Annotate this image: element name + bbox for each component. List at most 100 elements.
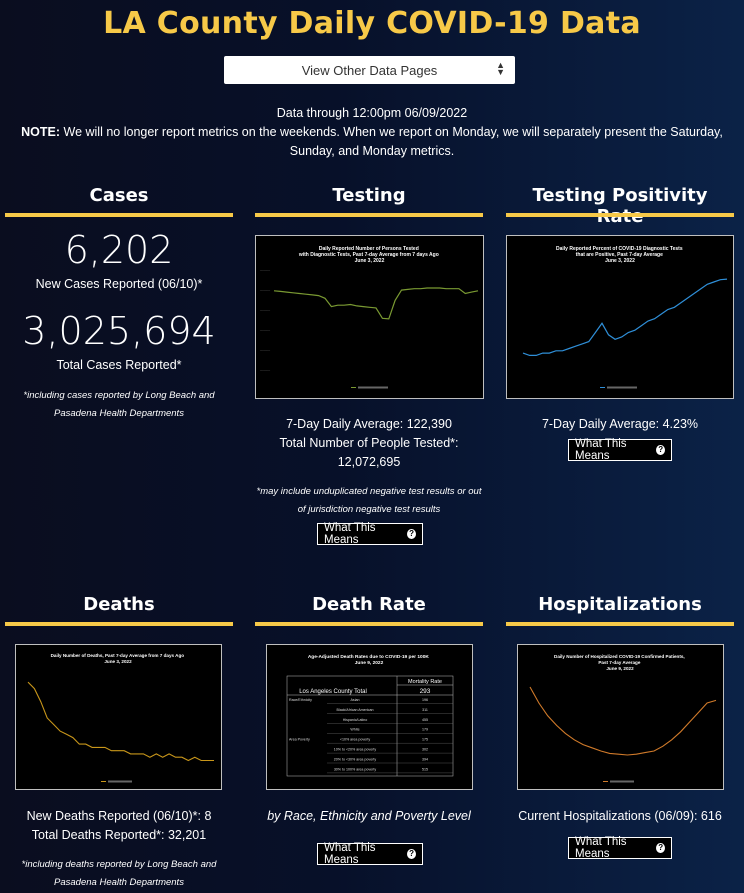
table-row-value: 455 [422,718,428,722]
testing-heading: Testing [332,185,406,206]
question-icon: ? [407,849,416,859]
total-cases-label: Total Cases Reported* [56,358,182,372]
current-hospitalizations: Current Hospitalizations (06/09): 616 [518,809,722,823]
positivity-heading: Testing Positivity Rate [532,185,708,227]
positivity-title-line1: Daily Reported Percent of COVID-19 Diagn… [556,246,683,252]
testing-average: 7-Day Daily Average: 122,390 [286,417,452,431]
table-row-group: Area Poverty [289,738,310,742]
positivity-series-line [522,278,728,357]
table-row-group: Race/Ethnicity [289,698,312,702]
cases-rule [5,213,233,217]
testing-chart-title: Daily Reported Number of Persons Tested … [298,246,440,264]
total-cases-value: 3,025,694 [22,309,216,353]
deaths-legend-text [108,780,132,783]
death-rate-title-line2: June 9, 2022 [355,660,384,666]
positivity-title-line2: that are Positive, Past 7-day Average [576,252,663,258]
hosp-legend-swatch [603,781,608,782]
cases-footnote: *including cases reported by Long Beach … [23,390,215,419]
testing-title-line1: Daily Reported Number of Persons Tested [319,246,419,252]
table-row-label: 10% to <20% area poverty [334,748,377,752]
positivity-title-line3: June 3, 2022 [605,258,635,264]
testing-legend-text [358,386,388,389]
question-icon: ? [407,529,416,539]
hosp-title-line3: June 9, 2022 [606,666,634,671]
death-rate-rule [255,622,483,626]
svg-text:______: ______ [259,367,270,371]
table-header: Mortality Rate [408,679,442,685]
table-row-label: Asian [351,698,360,702]
testing-rule [255,213,483,217]
positivity-what-this-means-button[interactable]: What This Means? [568,438,672,462]
note-text: We will no longer report metrics on the … [60,125,723,158]
svg-text:______: ______ [259,307,270,311]
hospitalizations-chart[interactable]: Daily Number of Hospitalized COVID-19 Co… [517,644,724,790]
death-rate-button-label: What This Means [324,842,376,866]
testing-series-line [273,287,479,320]
table-row-value: 179 [422,728,428,732]
positivity-chart[interactable]: Daily Reported Percent of COVID-19 Diagn… [506,235,734,399]
table-row-label: <10% area poverty [340,738,370,742]
page-title: LA County Daily COVID-19 Data [103,6,641,41]
table-row-label: 20% to <30% area poverty [334,757,377,761]
weekend-note: NOTE: We will no longer report metrics o… [6,123,738,161]
death-rate-chart-title: Age-Adjusted Death Rates due to COVID-19… [308,654,430,666]
testing-y-ticks: ______ ______ ______ ______ ______ ______ [259,267,270,371]
table-row-label: 30% to 100% area poverty [334,767,377,771]
hosp-series-line [529,686,717,756]
cases-heading: Cases [89,185,149,206]
deaths-title-line2: June 3, 2022 [104,659,132,664]
deaths-chart[interactable]: Daily Number of Deaths, Past 7-day Avera… [15,644,222,790]
testing-what-this-means-button[interactable]: What This Means? [317,522,423,546]
deaths-rule [5,622,233,626]
hospitalizations-what-this-means-button[interactable]: What This Means? [568,836,672,860]
deaths-chart-title: Daily Number of Deaths, Past 7-day Avera… [51,653,186,664]
testing-legend-swatch [351,387,356,388]
death-rate-chart[interactable]: Age-Adjusted Death Rates due to COVID-19… [266,644,473,790]
death-rate-what-this-means-button[interactable]: What This Means? [317,842,423,866]
testing-chart[interactable]: Daily Reported Number of Persons Tested … [255,235,484,399]
svg-text:______: ______ [259,327,270,331]
table-row-label: White [350,728,359,732]
death-rate-title-line1: Age-Adjusted Death Rates due to COVID-19… [308,654,430,660]
death-rate-heading: Death Rate [312,594,426,615]
table-row-label: Hispanic/Latino [343,718,368,722]
deaths-footnote: *including deaths reported by Long Beach… [21,859,217,888]
question-icon: ? [656,445,665,455]
death-rate-table: Mortality Rate Los Angeles County Total … [286,675,454,777]
table-row-value: 394 [422,757,428,761]
hosp-title-line2: Past 7-day Average [598,660,640,665]
hospitalizations-heading: Hospitalizations [538,594,702,615]
new-cases-label: New Cases Reported (06/10)* [35,277,203,291]
hosp-title-line1: Daily Number of Hospitalized COVID-19 Co… [554,654,685,659]
table-row-value: 515 [422,767,428,771]
positivity-legend-swatch [600,387,605,388]
data-pages-select[interactable]: View Other Data Pages ▲ ▼ [224,56,515,84]
data-through-text: Data through 12:00pm 06/09/2022 [276,106,468,120]
table-row-value: 311 [422,708,428,712]
death-rate-subtitle: by Race, Ethnicity and Poverty Level [267,809,471,823]
positivity-chart-title: Daily Reported Percent of COVID-19 Diagn… [556,246,684,264]
new-deaths-text: New Deaths Reported (06/10)*: 8 [26,809,212,823]
svg-text:______: ______ [259,347,270,351]
hosp-chart-title: Daily Number of Hospitalized COVID-19 Co… [554,654,686,671]
testing-footnote: *may include unduplicated negative test … [256,486,482,515]
table-row-value: 175 [422,738,428,742]
county-total-value: 293 [420,688,431,695]
positivity-rule [506,213,734,217]
table-row-label: Black/African American [337,708,374,712]
deaths-legend-swatch [101,781,106,782]
testing-title-line3: June 3, 2022 [355,258,385,264]
testing-total: Total Number of People Tested*: 12,072,6… [279,436,459,469]
county-total-label: Los Angeles County Total [299,689,367,695]
positivity-legend-text [607,386,637,389]
svg-text:______: ______ [259,287,270,291]
note-label: NOTE: [21,125,61,139]
positivity-average: 7-Day Daily Average: 4.23% [541,417,699,431]
positivity-button-label: What This Means [575,438,627,462]
deaths-title-line1: Daily Number of Deaths, Past 7-day Avera… [51,653,185,658]
table-row-value: 302 [422,748,428,752]
hospitalizations-rule [506,622,734,626]
select-label: View Other Data Pages [301,62,438,78]
testing-title-line2: with Diagnostic Tests, Past 7-day Averag… [298,252,439,258]
select-arrows-icon: ▲ ▼ [496,60,505,77]
